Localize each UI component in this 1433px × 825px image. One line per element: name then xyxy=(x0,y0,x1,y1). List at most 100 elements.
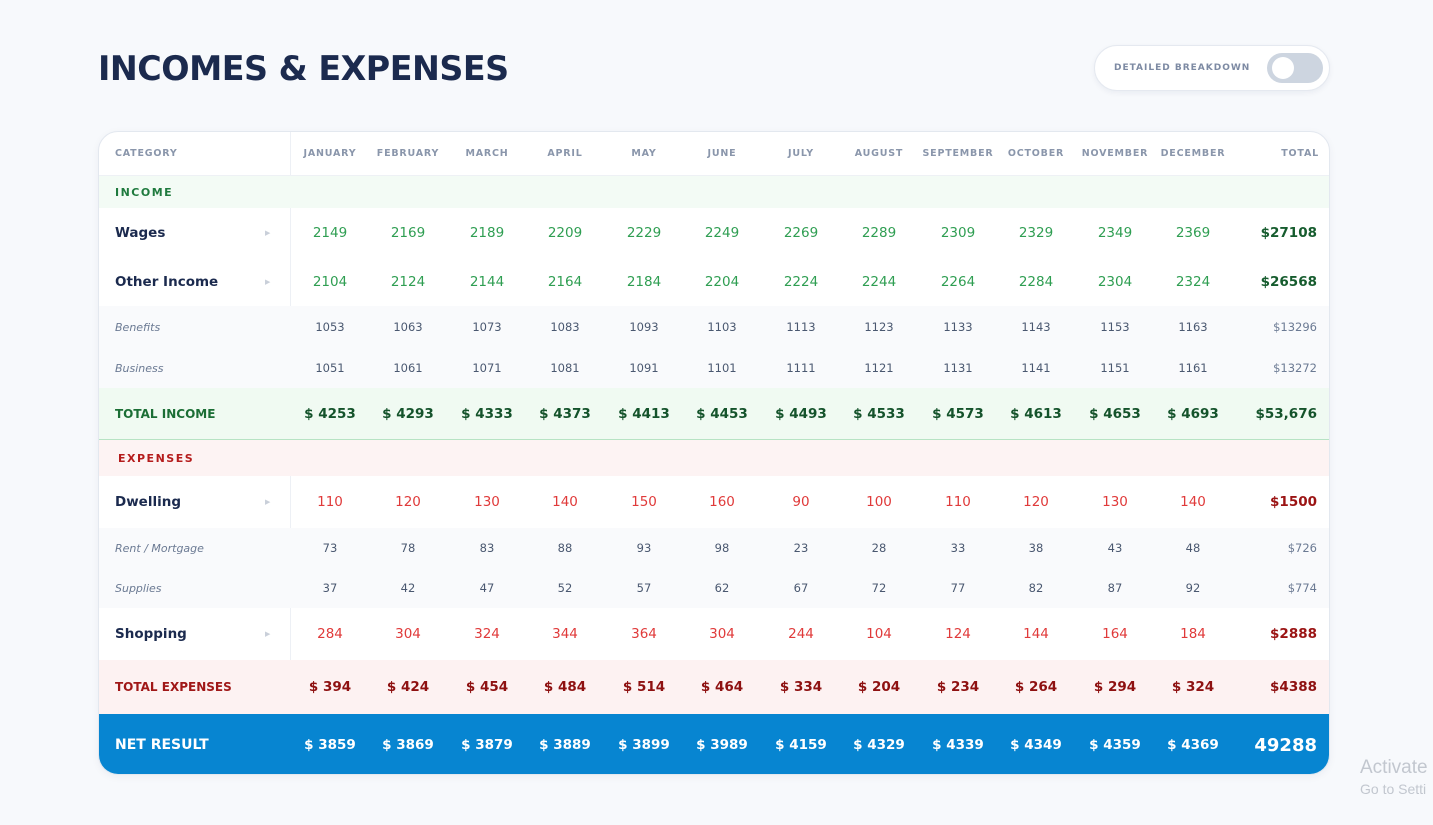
cell-june: $ 4453 xyxy=(696,405,748,422)
row-label: Other Income xyxy=(115,274,219,290)
expand-arrow-icon[interactable]: ▶ xyxy=(265,630,271,638)
cell-march: 83 xyxy=(479,541,495,555)
cell-october: 120 xyxy=(1023,494,1049,510)
table-row-wages[interactable]: Wages ▶ 2149 2169 2189 2209 2229 2249 2269 2289 23… xyxy=(99,208,1329,258)
cell-april: 140 xyxy=(552,494,578,510)
table-row-dwelling[interactable]: Dwelling ▶ 110 120 130 140 150 160 90 100 110 120 13… xyxy=(99,476,1329,528)
cell-january: $ 4253 xyxy=(304,405,356,422)
cell-june: 1101 xyxy=(707,361,737,375)
cell-april: 1083 xyxy=(550,320,580,334)
cell-july: $ 334 xyxy=(779,679,823,695)
cell-may: 364 xyxy=(631,626,657,642)
cell-june: $ 464 xyxy=(700,679,744,695)
toggle-label: DETAILED BREAKDOWN xyxy=(1114,63,1251,73)
row-category: Supplies xyxy=(99,568,291,608)
cell-august: 2289 xyxy=(861,225,897,241)
cell-total: $13296 xyxy=(1273,320,1317,334)
cell-march: 2189 xyxy=(469,225,505,241)
cell-august: 2244 xyxy=(861,274,897,290)
cell-december: $ 324 xyxy=(1171,679,1215,695)
table-row-other-income[interactable]: Other Income ▶ 2104 2124 2144 2164 2184 2204 222… xyxy=(99,258,1329,306)
table-row-shopping[interactable]: Shopping ▶ 284 304 324 344 364 304 244 104 124 144 1… xyxy=(99,608,1329,660)
page-title: INCOMES & EXPENSES xyxy=(98,49,509,89)
cell-august: 1123 xyxy=(864,320,894,334)
cell-may: 57 xyxy=(636,581,652,595)
expand-arrow-icon[interactable]: ▶ xyxy=(265,278,271,286)
row-category[interactable]: Wages ▶ xyxy=(99,208,291,258)
cell-may: 1091 xyxy=(629,361,659,375)
column-header-category: CATEGORY xyxy=(99,132,291,175)
cell-july: 2269 xyxy=(783,225,819,241)
cell-october: $ 4613 xyxy=(1010,405,1062,422)
row-category[interactable]: Dwelling ▶ xyxy=(99,476,291,528)
cell-june: 98 xyxy=(714,541,730,555)
cell-january: 284 xyxy=(317,626,343,642)
cell-april: 52 xyxy=(557,581,573,595)
expand-arrow-icon[interactable]: ▶ xyxy=(265,229,271,237)
cell-july: 2224 xyxy=(783,274,819,290)
cell-august: $ 204 xyxy=(857,679,901,695)
column-header-total: TOTAL xyxy=(1281,148,1319,159)
cell-april: 2209 xyxy=(547,225,583,241)
column-header-june: JUNE xyxy=(707,148,737,159)
row-category[interactable]: Shopping ▶ xyxy=(99,608,291,660)
cell-june: $ 3989 xyxy=(696,737,748,753)
cell-july: 1113 xyxy=(786,320,816,334)
cell-november: 2349 xyxy=(1097,225,1133,241)
cell-june: 2249 xyxy=(704,225,740,241)
row-label: Benefits xyxy=(115,320,161,334)
cell-total: $27108 xyxy=(1260,225,1317,241)
column-header-november: NOVEMBER xyxy=(1081,148,1149,159)
cell-november: 43 xyxy=(1107,541,1123,555)
cell-october: 1143 xyxy=(1021,320,1051,334)
cell-july: 23 xyxy=(793,541,809,555)
cell-december: 1161 xyxy=(1178,361,1208,375)
cell-february: 1061 xyxy=(393,361,423,375)
row-label: Wages xyxy=(115,225,166,241)
cell-february: 304 xyxy=(395,626,421,642)
cell-may: 2229 xyxy=(626,225,662,241)
cell-may: $ 514 xyxy=(622,679,666,695)
cell-april: $ 3889 xyxy=(539,737,591,753)
cell-july: 67 xyxy=(793,581,809,595)
expand-arrow-icon[interactable]: ▶ xyxy=(265,498,271,506)
cell-july: 90 xyxy=(792,494,810,510)
cell-may: $ 4413 xyxy=(618,405,670,422)
cell-february: 1063 xyxy=(393,320,423,334)
column-header-may: MAY xyxy=(631,148,657,159)
cell-total: $2888 xyxy=(1270,626,1317,642)
cell-may: 93 xyxy=(636,541,652,555)
cell-february: $ 3869 xyxy=(382,737,434,753)
cell-september: 110 xyxy=(945,494,971,510)
cell-february: $ 4293 xyxy=(382,405,434,422)
cell-february: 2169 xyxy=(390,225,426,241)
cell-total: $1500 xyxy=(1270,494,1317,510)
cell-july: $ 4493 xyxy=(775,405,827,422)
cell-september: $ 4573 xyxy=(932,405,984,422)
cell-october: 2284 xyxy=(1018,274,1054,290)
column-header-august: AUGUST xyxy=(854,148,904,159)
cell-may: $ 3899 xyxy=(618,737,670,753)
cell-january: 73 xyxy=(322,541,338,555)
cell-september: 124 xyxy=(945,626,971,642)
cell-total: $13272 xyxy=(1273,361,1317,375)
cell-september: 1131 xyxy=(943,361,973,375)
cell-september: 33 xyxy=(950,541,966,555)
cell-march: $ 3879 xyxy=(461,737,513,753)
cell-september: $ 234 xyxy=(936,679,980,695)
detailed-breakdown-toggle[interactable] xyxy=(1267,53,1323,83)
column-header-april: APRIL xyxy=(547,148,583,159)
row-category[interactable]: Other Income ▶ xyxy=(99,258,291,306)
cell-september: 2264 xyxy=(940,274,976,290)
cell-august: 100 xyxy=(866,494,892,510)
cell-december: 140 xyxy=(1180,494,1206,510)
expenses-section-label: EXPENSES xyxy=(118,451,195,465)
cell-august: 1121 xyxy=(864,361,894,375)
cell-december: 184 xyxy=(1180,626,1206,642)
cell-total: $53,676 xyxy=(1255,405,1318,422)
cell-february: $ 424 xyxy=(386,679,430,695)
detailed-breakdown-toggle-container[interactable]: DETAILED BREAKDOWN xyxy=(1094,45,1330,91)
toggle-knob[interactable] xyxy=(1272,57,1294,79)
cell-october: 144 xyxy=(1023,626,1049,642)
cell-november: $ 4653 xyxy=(1089,405,1141,422)
